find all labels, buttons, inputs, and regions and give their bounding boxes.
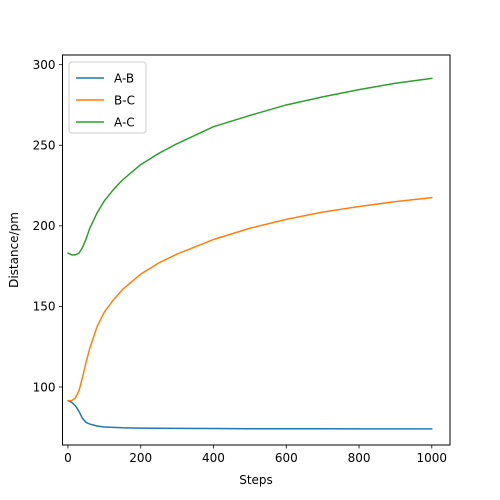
x-tick-label: 400 [202, 451, 225, 465]
series-line-a-b [67, 399, 433, 430]
legend: A-B B-C A-C [68, 61, 147, 134]
legend-label-a-b: A-B [114, 71, 134, 85]
x-axis: 0 200 400 600 800 1000 [64, 445, 447, 465]
legend-label-b-c: B-C [114, 93, 135, 107]
x-tick-label: 1000 [417, 451, 448, 465]
y-tick-label: 300 [33, 58, 56, 72]
x-tick-label: 200 [129, 451, 152, 465]
y-tick-label: 250 [33, 139, 56, 153]
y-axis: 100 150 200 250 300 [33, 58, 63, 394]
x-tick-label: 600 [275, 451, 298, 465]
legend-label-a-c: A-C [114, 115, 135, 129]
y-axis-label: Distance/pm [7, 212, 21, 288]
plot-area-frame [62, 54, 451, 446]
y-tick-label: 150 [33, 300, 56, 314]
plot-marks [67, 77, 433, 430]
series-line-a-c [67, 77, 433, 256]
x-tick-label: 0 [64, 451, 72, 465]
x-axis-label: Steps [239, 473, 273, 487]
x-tick-label: 800 [348, 451, 371, 465]
series-line-b-c [67, 196, 433, 402]
y-tick-label: 200 [33, 219, 56, 233]
y-tick-label: 100 [33, 380, 56, 394]
legend-frame [68, 61, 147, 134]
